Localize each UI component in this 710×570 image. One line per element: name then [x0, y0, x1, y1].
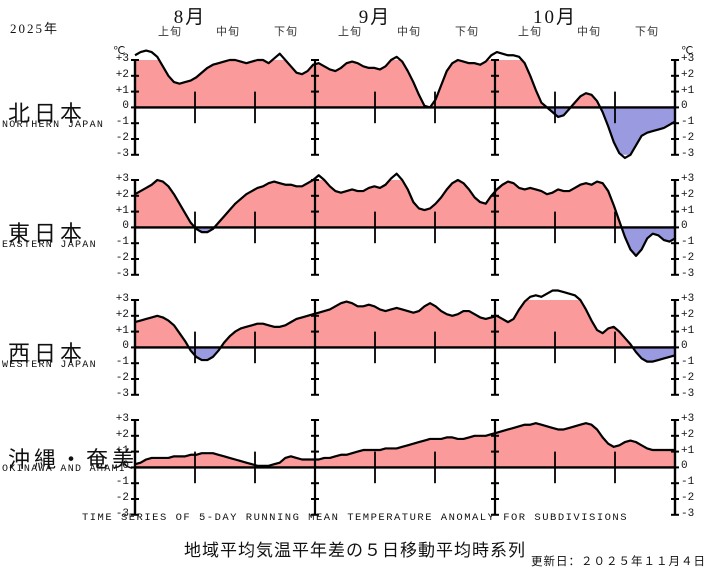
decade-label-oct-2: 中旬 [577, 26, 601, 38]
y-tick-label-right: +3 [681, 413, 695, 425]
month-label-sep: 9月 [358, 7, 392, 28]
y-tick-label-left: -3 [115, 387, 129, 400]
y-tick-label-right: 0 [681, 220, 688, 233]
positive-anomaly-area [135, 300, 675, 348]
positive-anomaly-area [135, 60, 675, 108]
anomaly-line [134, 172, 676, 257]
y-tick-label-right: +2 [681, 68, 695, 81]
y-tick-label-right: 0 [681, 100, 688, 113]
y-tick-label-right: -3 [681, 387, 695, 400]
panel-plot-2 [131, 172, 679, 276]
y-tick-label-left: -3 [115, 147, 129, 160]
unit-label-right: ℃ [681, 46, 694, 58]
y-tick-label-left: 0 [122, 100, 129, 113]
y-tick-label-right: -2 [681, 252, 695, 264]
updated-date: 更新日：２０２５年１１月４日 [531, 556, 706, 568]
y-tick-label-left: 0 [122, 220, 129, 233]
month-label-oct: 10月 [532, 7, 577, 28]
anomaly-line [134, 49, 676, 160]
decade-label-sep-1: 上旬 [338, 26, 362, 38]
y-tick-label-right: 0 [681, 460, 688, 473]
month-label-aug: 8月 [173, 7, 207, 28]
decade-label-sep-3: 下旬 [455, 26, 479, 38]
y-tick-label-right: -2 [681, 132, 695, 144]
y-tick-label-left: +2 [115, 428, 129, 441]
y-tick-label-right: +2 [681, 188, 695, 201]
y-tick-label-left: +3 [115, 53, 129, 65]
y-tick-label-left: +3 [115, 293, 129, 305]
anomaly-line [134, 422, 675, 467]
y-tick-label-left: +2 [115, 308, 129, 321]
region-label-en-4: OKINAWA AND AMAMI [2, 464, 127, 475]
y-tick-label-left: 0 [122, 340, 129, 353]
y-tick-label-left: +2 [115, 68, 129, 81]
y-tick-label-right: +2 [681, 428, 695, 441]
y-tick-label-left: 0 [122, 460, 129, 473]
y-tick-label-right: +3 [681, 293, 695, 305]
chart-title: 地域平均気温平年差の５日移動平均時系列 [184, 541, 526, 560]
y-tick-label-left: +3 [115, 173, 129, 185]
region-label-ja-1: 北日本 [8, 101, 87, 126]
panel-plot-4 [131, 419, 679, 516]
negative-anomaly-area [194, 227, 675, 256]
region-label-ja-3: 西日本 [8, 341, 87, 366]
y-tick-label-left: +2 [115, 188, 129, 201]
y-tick-label-left: -2 [115, 132, 129, 144]
y-tick-label-left: -2 [115, 492, 129, 504]
y-tick-label-right: 0 [681, 340, 688, 353]
y-tick-label-left: -2 [115, 372, 129, 384]
region-label-ja-4: 沖縄・奄美 [8, 447, 139, 472]
y-tick-label-right: +1 [681, 444, 695, 457]
y-tick-label-left: +1 [115, 444, 129, 457]
y-tick-label-left: -2 [115, 252, 129, 264]
decade-label-aug-1: 上旬 [158, 26, 182, 38]
year-label: 2025年 [10, 21, 60, 36]
y-tick-label-right: -1 [681, 356, 695, 369]
anomaly-line [134, 289, 676, 363]
y-tick-label-left: +1 [115, 84, 129, 97]
y-tick-label-left: +1 [115, 324, 129, 337]
y-tick-label-left: -3 [115, 267, 129, 280]
y-tick-label-right: -1 [681, 236, 695, 249]
y-tick-label-right: -1 [681, 116, 695, 129]
y-tick-label-right: +1 [681, 324, 695, 337]
region-label-en-3: WESTERN JAPAN [2, 360, 97, 371]
y-tick-label-right: +3 [681, 173, 695, 185]
decade-label-oct-1: 上旬 [518, 26, 542, 38]
y-tick-label-right: +1 [681, 204, 695, 217]
y-tick-label-left: -1 [115, 116, 129, 129]
region-label-en-1: NORTHERN JAPAN [2, 120, 105, 131]
y-tick-label-left: +3 [115, 413, 129, 425]
y-tick-label-left: -1 [115, 236, 129, 249]
unit-label-left: ℃ [113, 46, 126, 58]
decade-label-oct-3: 下旬 [635, 26, 659, 38]
positive-anomaly-area [135, 180, 675, 228]
panel-plot-1 [131, 49, 679, 160]
y-tick-label-left: -1 [115, 476, 129, 489]
subtitle-english: TIME SERIES OF 5-DAY RUNNING MEAN TEMPER… [81, 512, 629, 524]
region-label-ja-2: 東日本 [8, 221, 87, 246]
panel-plot-3 [131, 289, 679, 396]
decade-label-aug-3: 下旬 [274, 26, 298, 38]
y-tick-label-right: -3 [681, 147, 695, 160]
decade-label-sep-2: 中旬 [397, 26, 421, 38]
y-tick-label-left: -3 [115, 507, 129, 520]
y-tick-label-right: -3 [681, 267, 695, 280]
positive-anomaly-area [135, 423, 675, 468]
decade-label-aug-2: 中旬 [216, 26, 240, 38]
y-tick-label-left: +1 [115, 204, 129, 217]
y-tick-label-right: -2 [681, 492, 695, 504]
y-tick-label-right: -3 [681, 507, 695, 520]
y-tick-label-right: -1 [681, 476, 695, 489]
region-label-en-2: EASTERN JAPAN [2, 240, 97, 251]
y-tick-label-right: +1 [681, 84, 695, 97]
y-tick-label-right: -2 [681, 372, 695, 384]
y-tick-label-right: +2 [681, 308, 695, 321]
y-tick-label-right: +3 [681, 53, 695, 65]
y-tick-label-left: -1 [115, 356, 129, 369]
